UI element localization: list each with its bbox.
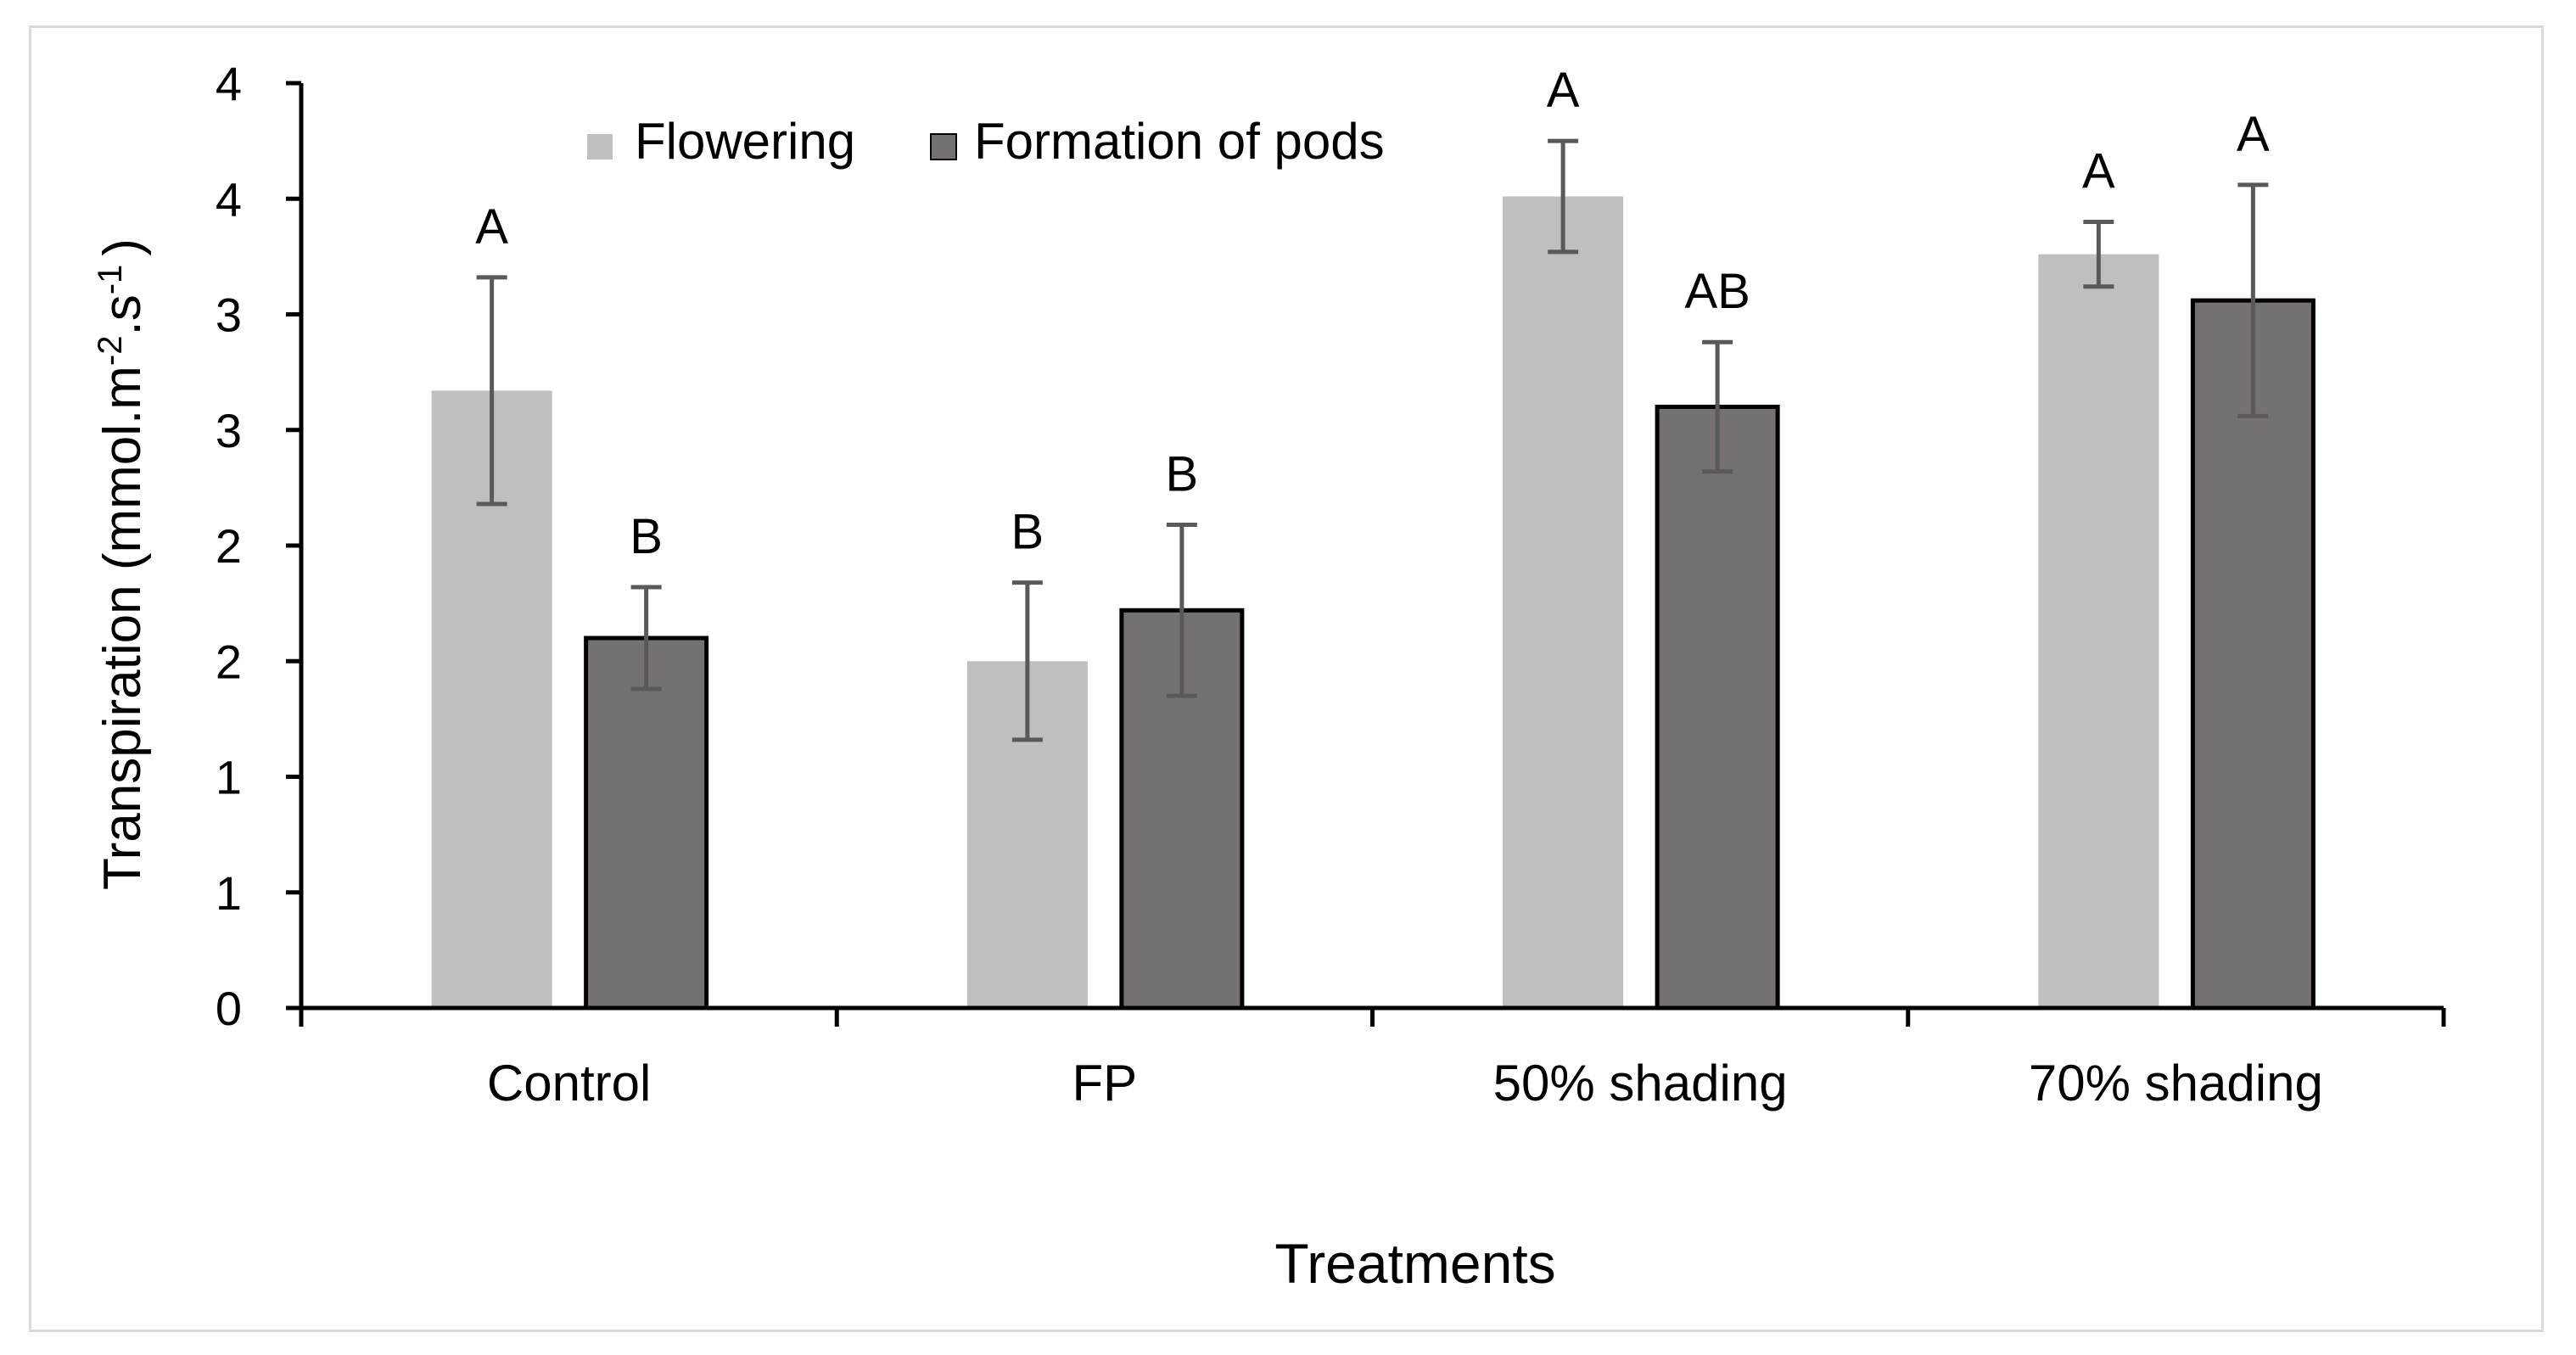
y-tick-label-0: 0	[216, 982, 242, 1035]
x-tick-label-0: Control	[487, 1055, 651, 1111]
y-tick-label-8: 4	[216, 57, 242, 110]
significance-letter-0-1: B	[1011, 505, 1044, 560]
y-tick-label-4: 2	[216, 519, 242, 573]
chart-frame	[29, 25, 2544, 1332]
x-tick-label-2: 50% shading	[1493, 1055, 1788, 1111]
legend: Flowering Formation of pods	[587, 113, 1385, 170]
x-tick-label-3: 70% shading	[2029, 1055, 2323, 1111]
bar-formation-of-pods-0	[584, 636, 709, 1011]
y-tick-label-3: 2	[216, 635, 242, 688]
y-tick-label-2: 1	[216, 751, 242, 804]
x-axis-title: Treatments	[1274, 1232, 1555, 1295]
legend-label-flowering: Flowering	[635, 113, 855, 170]
y-axis-title: Transpiration (mmol.m-2.s-1)	[92, 238, 152, 890]
significance-letter-0-3: A	[2082, 144, 2115, 199]
y-tick-label-5: 3	[216, 404, 242, 457]
bar-formation-of-pods-3	[2190, 298, 2316, 1011]
x-tick-label-1: FP	[1072, 1055, 1138, 1111]
significance-letter-1-1: B	[1166, 446, 1199, 501]
significance-letter-1-0: B	[630, 509, 663, 564]
legend-swatch-formation-of-pods	[930, 133, 957, 160]
legend-swatch-flowering	[587, 134, 613, 160]
y-tick-label-6: 3	[216, 288, 242, 342]
significance-letter-0-2: A	[1547, 63, 1580, 118]
significance-letter-1-3: A	[2237, 107, 2270, 162]
y-tick-label-1: 1	[216, 866, 242, 920]
bar-flowering-2	[1503, 196, 1624, 1008]
axes-layer	[286, 81, 2446, 1027]
significance-letter-1-2: AB	[1684, 264, 1750, 319]
bar-flowering-3	[2038, 254, 2159, 1008]
y-tick-label-7: 4	[216, 172, 242, 226]
bars-layer	[431, 196, 2316, 1011]
bar-formation-of-pods-2	[1655, 405, 1780, 1011]
legend-label-formation-of-pods: Formation of pods	[974, 113, 1385, 170]
significance-letter-0-0: A	[475, 199, 508, 255]
error-bars-layer	[476, 138, 2269, 742]
